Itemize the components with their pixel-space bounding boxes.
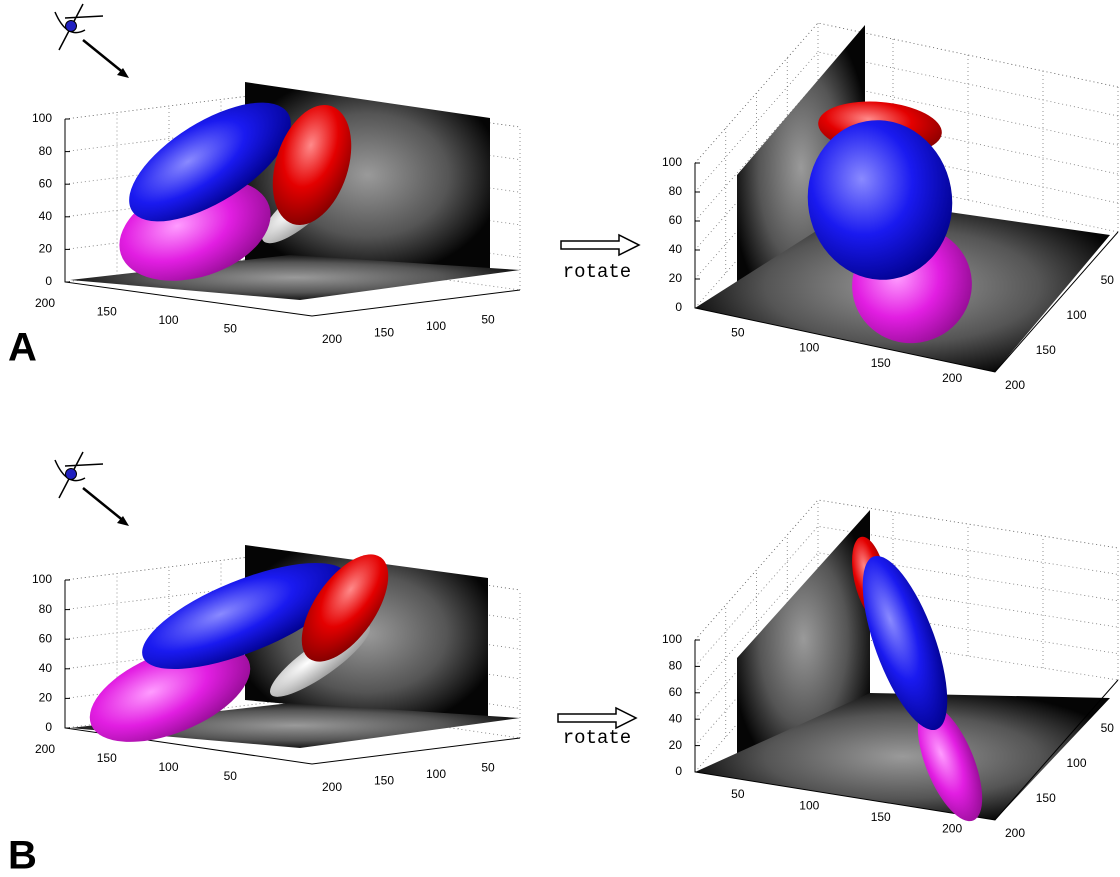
- z-tick-label: 0: [45, 274, 52, 288]
- x-tick-label: 150: [97, 305, 117, 319]
- y-tick-label: 200: [1005, 826, 1025, 840]
- z-tick-label: 60: [39, 631, 53, 645]
- z-tick-label: 80: [39, 144, 53, 158]
- z-tick-label: 0: [45, 720, 52, 734]
- y-tick-label: 200: [322, 332, 342, 346]
- x-tick-label: 50: [731, 325, 745, 339]
- z-tick-label: 100: [32, 572, 52, 586]
- x-tick-label: 200: [35, 296, 55, 310]
- z-tick-label: 100: [662, 632, 682, 646]
- z-tick-label: 100: [662, 155, 682, 169]
- y-tick-label: 100: [426, 319, 446, 333]
- z-tick-label: 60: [39, 176, 53, 190]
- z-tick-label: 60: [669, 685, 683, 699]
- x-tick-label: 100: [158, 760, 178, 774]
- z-tick-label: 20: [669, 738, 683, 752]
- y-tick-label: 150: [1036, 343, 1056, 357]
- x-tick-label: 150: [871, 810, 891, 824]
- y-tick-label: 100: [426, 767, 446, 781]
- y-tick-label: 200: [322, 780, 342, 794]
- y-tick-label: 50: [481, 761, 495, 775]
- panel: 0 20 40 60 80 100 200 150 100 50 200 150 100 50 0 20 40 6…: [8, 452, 1118, 877]
- z-tick-label: 40: [669, 242, 683, 256]
- panel-label: A: [8, 326, 37, 370]
- y-tick-label: 150: [374, 326, 394, 340]
- x-tick-label: 200: [942, 821, 962, 835]
- figure: 0204060801002001501005020015010050020406…: [0, 0, 1120, 877]
- rotate-arrow: [558, 708, 636, 728]
- eye-icon: [55, 4, 103, 50]
- y-tick-label: 100: [1066, 308, 1086, 322]
- z-tick-label: 0: [675, 764, 682, 778]
- rotate-arrow: [561, 235, 639, 255]
- y-tick-label: 100: [1066, 756, 1086, 770]
- z-tick-label: 60: [669, 213, 683, 227]
- x-tick-label: 50: [731, 787, 745, 801]
- panel-label: B: [8, 834, 37, 877]
- panel: 0 20 40 60 80 100 200 150 100 50 200 150 100 50 0 20 40 6…: [8, 4, 1118, 392]
- y-tick-label: 50: [1101, 273, 1115, 287]
- rotate-label: rotate: [563, 727, 631, 749]
- x-tick-label: 100: [799, 798, 819, 812]
- x-tick-label: 100: [799, 341, 819, 355]
- y-tick-label: 50: [481, 313, 495, 327]
- x-tick-label: 150: [871, 356, 891, 370]
- view-arrow: [83, 40, 125, 74]
- z-tick-label: 0: [675, 300, 682, 314]
- y-tick-label: 150: [1036, 791, 1056, 805]
- x-tick-label: 50: [224, 322, 238, 336]
- x-tick-label: 100: [158, 313, 178, 327]
- x-tick-label: 200: [942, 371, 962, 385]
- eye-pupil: [66, 21, 77, 32]
- y-tick-label: 50: [1101, 721, 1115, 735]
- z-tick-label: 20: [669, 271, 683, 285]
- eye-icon: [55, 452, 103, 498]
- y-tick-label: 150: [374, 774, 394, 788]
- eye-pupil: [66, 469, 77, 480]
- rotate-label: rotate: [563, 261, 631, 283]
- view-arrow: [83, 488, 125, 522]
- z-tick-label: 100: [32, 111, 52, 125]
- z-tick-label: 80: [669, 184, 683, 198]
- z-tick-label: 20: [39, 242, 53, 256]
- z-tick-label: 80: [669, 659, 683, 673]
- z-tick-label: 40: [39, 661, 53, 675]
- z-tick-label: 40: [669, 711, 683, 725]
- x-tick-label: 50: [224, 769, 238, 783]
- x-tick-label: 150: [97, 751, 117, 765]
- z-tick-label: 40: [39, 209, 53, 223]
- x-tick-label: 200: [35, 742, 55, 756]
- z-tick-label: 80: [39, 602, 53, 616]
- y-tick-label: 200: [1005, 378, 1025, 392]
- z-tick-label: 20: [39, 691, 53, 705]
